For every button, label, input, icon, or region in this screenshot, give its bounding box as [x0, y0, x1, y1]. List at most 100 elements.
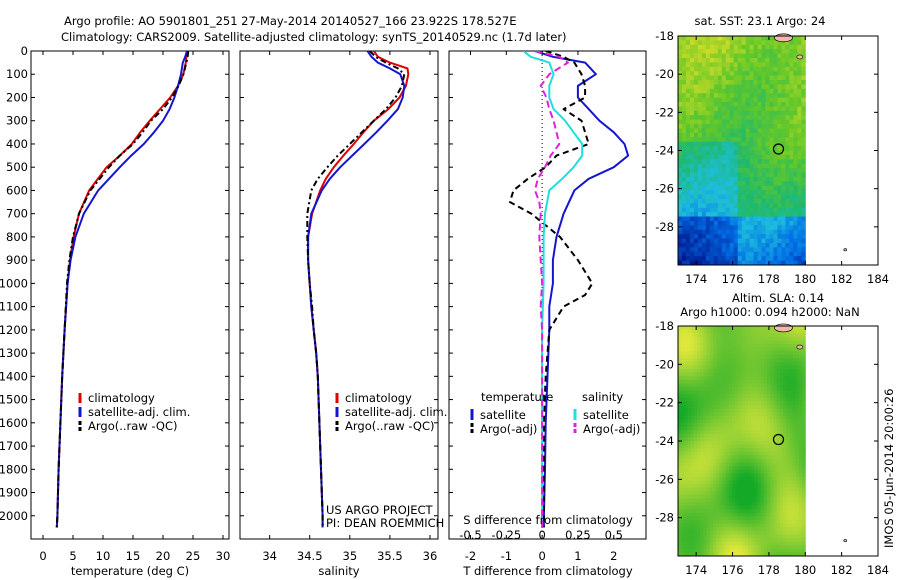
credit-line1: US ARGO PROJECT [326, 503, 434, 517]
y-tick-label: 1500 [0, 393, 28, 407]
x-tick-label: 34.5 [297, 549, 323, 563]
top-tick-label: 0.5 [605, 528, 623, 542]
credit-line2: PI: DEAN ROEMMICH [326, 516, 444, 530]
y-tick-label: 1600 [0, 416, 28, 430]
map-y-tick-label: -22 [655, 396, 674, 410]
x-tick-label: -2 [465, 549, 476, 563]
y-tick-label: 800 [6, 230, 28, 244]
x-tick-label: 1 [574, 549, 581, 563]
series-line-argo-adj- [534, 51, 569, 528]
legend-label: climatology [345, 391, 412, 405]
imos-watermark: IMOS 05-Jun-2014 20:00:26 [882, 389, 896, 548]
series-line-satellite [534, 51, 630, 528]
y-tick-label: 1000 [0, 276, 28, 290]
island-shape [843, 539, 848, 543]
panel-frame [448, 50, 647, 540]
y-tick-label: 2000 [0, 509, 28, 523]
legend-label: satellite [480, 408, 526, 422]
legend-label: satellite-adj. clim. [345, 405, 447, 419]
map-y-tick-label: -22 [655, 105, 674, 119]
y-tick-label: 1800 [0, 462, 28, 476]
legend-label: satellite [583, 408, 629, 422]
x-tick-label: 15 [126, 549, 141, 563]
panel-frame [30, 50, 230, 540]
y-tick-label: 1400 [0, 369, 28, 383]
y-tick-label: 500 [6, 160, 28, 174]
sst-map-title: sat. SST: 23.1 Argo: 24 [695, 14, 826, 28]
legend-label: Argo(..raw -QC) [88, 419, 178, 433]
temperature-profile-panel: 0100200300400500600700800900100011001200… [0, 44, 230, 563]
legend-label: climatology [88, 391, 155, 405]
map-x-tick-label: 180 [794, 563, 816, 577]
x-tick-label: 10 [96, 549, 111, 563]
y-tick-label: 1100 [0, 300, 28, 314]
y-tick-label: 700 [6, 207, 28, 221]
map-y-tick-label: -24 [655, 144, 674, 158]
difference-toplabel: S difference from climatology [463, 513, 633, 527]
salinity-xlabel: salinity [318, 564, 359, 578]
series-group [508, 51, 630, 528]
difference-xlabel: T difference from climatology [462, 564, 633, 578]
x-tick-label: -1 [501, 549, 512, 563]
x-tick-label: 0 [39, 549, 46, 563]
sla-map-title-line1: Altim. SLA: 0.14 [732, 291, 824, 305]
series-line-climatology [55, 51, 188, 528]
y-tick-label: 600 [6, 183, 28, 197]
x-tick-label: 25 [186, 549, 201, 563]
top-tick-label: 0.25 [565, 528, 591, 542]
island-shape [843, 248, 848, 252]
difference-profile-panel: -2 -1 0 1 2 -0.5 -0.25 0 0.25 0.5 temperature salin… [448, 50, 647, 563]
figure-title-line2: Climatology: CARS2009. Satellite-adjuste… [61, 30, 567, 44]
top-tick-label: -0.5 [459, 528, 481, 542]
argo-position-marker [772, 143, 785, 155]
x-tick-label: 20 [156, 549, 171, 563]
panel-frame [239, 50, 439, 540]
island-shape [796, 344, 804, 350]
map-x-tick-label: 174 [685, 272, 707, 286]
map-x-tick-label: 176 [722, 272, 744, 286]
x-tick-label: 34 [262, 549, 277, 563]
legend-label: satellite-adj. clim. [88, 405, 190, 419]
temperature-xlabel: temperature (deg C) [71, 564, 189, 578]
x-tick-label: 35.5 [377, 549, 403, 563]
map-x-tick-label: 176 [722, 563, 744, 577]
x-tick-label: 5 [69, 549, 76, 563]
map-x-tick-label: 178 [758, 563, 780, 577]
map-y-tick-label: -18 [655, 319, 674, 333]
map-field [678, 326, 806, 557]
series-line-argo-raw-qc- [55, 51, 190, 528]
y-tick-label: 1900 [0, 486, 28, 500]
top-tick-label: -0.25 [491, 528, 521, 542]
legend-label: Argo(-adj) [480, 422, 537, 436]
sla-map-title-line2: Argo h1000: 0.094 h2000: NaN [680, 305, 859, 319]
map-y-tick-label: -26 [655, 472, 674, 486]
island-shape [774, 33, 793, 43]
y-tick-label: 1300 [0, 346, 28, 360]
series-line-satellite-adj-clim- [55, 51, 188, 528]
map-y-tick-label: -20 [655, 67, 674, 81]
map-field [678, 36, 806, 266]
x-tick-label: 36 [423, 549, 438, 563]
map-y-tick-label: -26 [655, 182, 674, 196]
legend-header: temperature [481, 390, 553, 404]
sla-map-panel: -18 -20 -22 -24 -26 -28 174 176 178 180 182 184 [655, 319, 889, 577]
map-x-tick-label: 174 [685, 563, 707, 577]
x-tick-label: 35 [343, 549, 358, 563]
map-y-tick-label: -28 [655, 220, 674, 234]
legend-header: salinity [582, 390, 623, 404]
y-tick-label: 900 [6, 253, 28, 267]
legend-label: Argo(..raw -QC) [345, 419, 435, 433]
series-line-argo-raw-qc- [306, 51, 406, 528]
y-tick-label: 300 [6, 114, 28, 128]
island-shape [796, 54, 804, 60]
series-group [306, 51, 410, 528]
map-y-tick-label: -24 [655, 434, 674, 448]
series-group [55, 51, 190, 528]
series-line-satellite-adj-clim- [307, 51, 406, 528]
y-tick-label: 200 [6, 90, 28, 104]
series-line-argo-adj- [508, 51, 594, 528]
map-y-tick-label: -20 [655, 357, 674, 371]
map-y-tick-label: -18 [655, 29, 674, 43]
island-shape [774, 323, 793, 333]
